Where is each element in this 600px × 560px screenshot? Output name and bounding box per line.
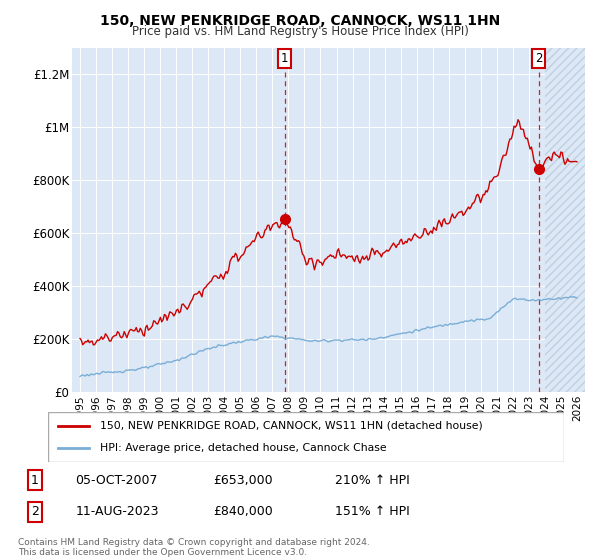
Text: HPI: Average price, detached house, Cannock Chase: HPI: Average price, detached house, Cann… (100, 443, 386, 453)
Text: £653,000: £653,000 (214, 474, 273, 487)
Text: 2: 2 (535, 52, 542, 65)
Text: 150, NEW PENKRIDGE ROAD, CANNOCK, WS11 1HN: 150, NEW PENKRIDGE ROAD, CANNOCK, WS11 1… (100, 14, 500, 28)
Text: Price paid vs. HM Land Registry's House Price Index (HPI): Price paid vs. HM Land Registry's House … (131, 25, 469, 38)
Text: 05-OCT-2007: 05-OCT-2007 (76, 474, 158, 487)
Text: 210% ↑ HPI: 210% ↑ HPI (335, 474, 409, 487)
Text: 1: 1 (31, 474, 39, 487)
Text: 11-AUG-2023: 11-AUG-2023 (76, 505, 159, 518)
Bar (545, 48, 585, 392)
Text: £840,000: £840,000 (214, 505, 274, 518)
Text: Contains HM Land Registry data © Crown copyright and database right 2024.
This d: Contains HM Land Registry data © Crown c… (18, 538, 370, 557)
Text: 2: 2 (31, 505, 39, 518)
Text: 1: 1 (281, 52, 289, 65)
Text: 150, NEW PENKRIDGE ROAD, CANNOCK, WS11 1HN (detached house): 150, NEW PENKRIDGE ROAD, CANNOCK, WS11 1… (100, 421, 482, 431)
Text: 151% ↑ HPI: 151% ↑ HPI (335, 505, 409, 518)
Bar (545, 48, 585, 392)
FancyBboxPatch shape (48, 412, 564, 462)
